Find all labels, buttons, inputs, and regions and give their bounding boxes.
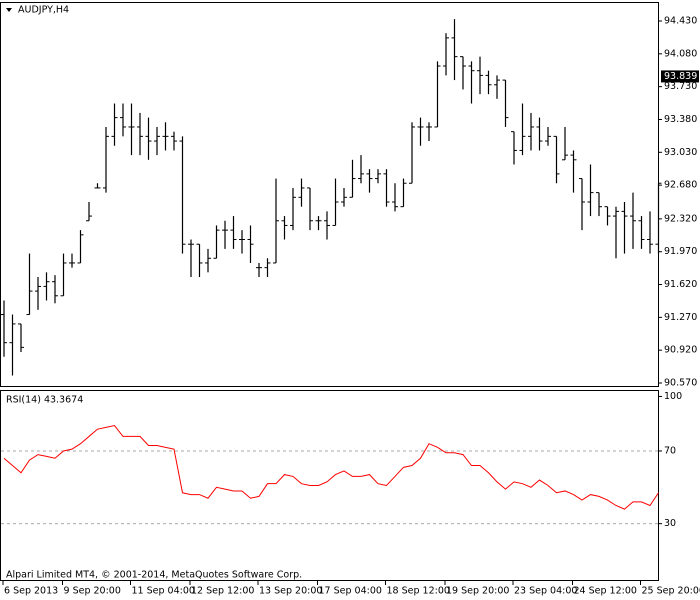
rsi-panel	[0, 390, 659, 581]
y-tick-label: 93.380	[664, 114, 697, 125]
x-tick-label: 25 Sep 20:00	[642, 586, 700, 597]
price-marker-box	[661, 70, 699, 83]
x-tick-label: 18 Sep 12:00	[387, 586, 450, 597]
y-tick-label: 92.320	[664, 213, 697, 224]
x-tick-label: 17 Sep 04:00	[319, 586, 382, 597]
y-tick-label: 91.620	[664, 279, 697, 290]
rsi-line	[3, 424, 659, 510]
price-marker-label: 93.839	[664, 71, 697, 82]
x-tick-label: 19 Sep 20:00	[446, 586, 509, 597]
y-tick-label: 90.570	[664, 377, 697, 388]
x-tick-label: 9 Sep 20:00	[64, 586, 121, 597]
y-tick-label: 91.270	[664, 312, 697, 323]
x-tick-label: 13 Sep 20:00	[259, 586, 322, 597]
x-tick-label: 6 Sep 2013	[4, 586, 58, 597]
menu-arrow[interactable]	[6, 8, 12, 12]
x-tick-label: 12 Sep 12:00	[191, 586, 254, 597]
y-tick-label: 30	[664, 518, 676, 529]
y-tick-label: 93.730	[664, 81, 697, 92]
x-tick-label: 23 Sep 04:00	[514, 586, 577, 597]
footer: Alpari Limited MT4, © 2001-2014, MetaQuo…	[6, 570, 302, 581]
x-tick-label: 24 Sep 12:00	[574, 586, 637, 597]
rsi-title: RSI(14) 43.3674	[6, 395, 83, 406]
y-tick-label: 94.080	[664, 48, 697, 59]
y-tick-label: 92.680	[664, 180, 697, 191]
y-tick-label: 94.430	[664, 16, 697, 27]
y-tick-label: 70	[664, 445, 676, 456]
chart-title: AUDJPY,H4	[18, 5, 69, 16]
y-tick-label: 90.920	[664, 345, 697, 356]
x-tick-label: 11 Sep 04:00	[132, 586, 195, 597]
y-tick-label: 91.970	[664, 246, 697, 257]
y-tick-label: 100	[664, 391, 682, 402]
y-tick-label: 93.030	[664, 147, 697, 158]
